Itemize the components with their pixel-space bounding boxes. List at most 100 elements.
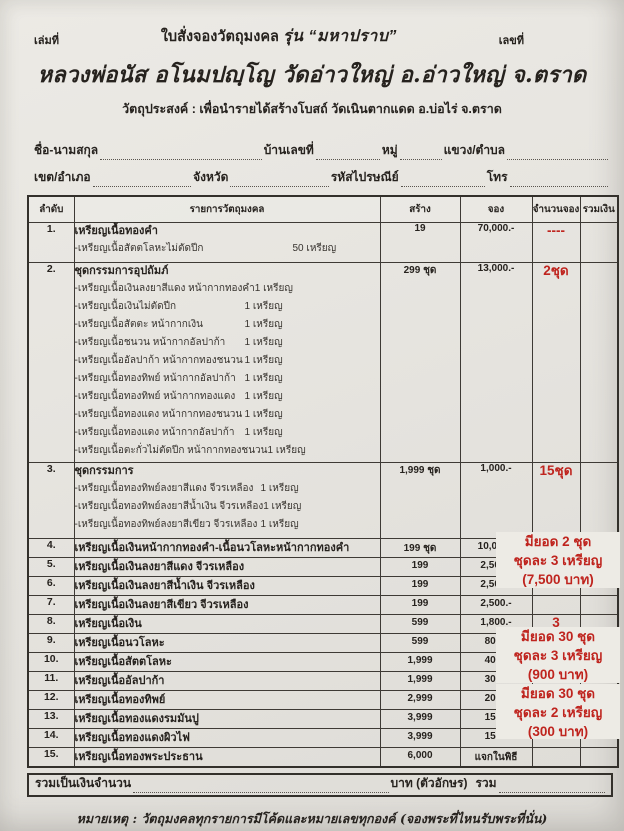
row-index: 3. xyxy=(27,462,75,539)
name-fill-line xyxy=(100,145,262,160)
table-row: 15. เหรียญเนื้อทองพระประธาน 6,000 แจกในพ… xyxy=(27,747,619,768)
sub-item-qty: 1 เหรียญ xyxy=(260,483,299,494)
col-header-item: รายการวัตถุมงคล xyxy=(73,195,381,223)
item-cell: เหรียญเนื้อทองทิพย์ xyxy=(73,690,381,710)
booked-quantity: 2ชุด xyxy=(531,262,581,463)
item-name: เหรียญเนื้อทองทิพย์ xyxy=(74,694,166,706)
table-row: 8. เหรียญเนื้อเงิน 599 1,800.- 3 xyxy=(27,614,619,634)
annotation-line: มียอด 2 ชุด xyxy=(524,534,592,549)
made-count: 3,999 xyxy=(379,728,461,748)
made-count: 6,000 xyxy=(379,747,461,768)
total-amount-fill-line xyxy=(133,778,389,793)
sub-item: -เหรียญเนื้อทองทิพย์ลงยาสีน้ำเงิน จีวรเห… xyxy=(75,498,380,516)
item-name: เหรียญเนื้อทองแดงรมมันปู xyxy=(74,713,199,725)
moo-fill-line xyxy=(399,145,442,160)
item-cell: เหรียญเนื้อเงิน xyxy=(73,614,381,634)
item-cell: เหรียญเนื้อเงินลงยาสีน้ำเงิน จีวรเหลือง xyxy=(73,576,381,596)
booking-price: 1,000.- xyxy=(459,462,533,539)
sub-item-name: -เหรียญเนื้อทองแดง หน้ากากทองชนวน xyxy=(74,409,243,420)
phone-fill-line xyxy=(509,172,608,187)
item-name: เหรียญเนื้อเงินหน้ากากทองคำ-เนื้อนวโลหะห… xyxy=(74,542,350,554)
booking-price: แจกในพิธี xyxy=(459,747,533,768)
item-name: ชุดกรรมการอุปถัมภ์ xyxy=(74,265,169,277)
item-cell: เหรียญเนื้อทองคำ -เหรียญเนื้อสัตตโลหะไม่… xyxy=(73,222,381,263)
header-row: เล่มที่ ใบสั่งจองวัตถุมงคล รุ่น “มหาปราบ… xyxy=(0,0,624,49)
row-index: 13. xyxy=(27,709,75,729)
table-row: 14. เหรียญเนื้อทองแดงผิวไฟ 3,999 150.- xyxy=(27,728,619,748)
sub-item-name: -เหรียญเนื้อทองทิพย์ลงยาสีเขียว จีวรเหลื… xyxy=(74,519,258,530)
row-index: 9. xyxy=(27,633,75,653)
field-line-2: เขต/อำเภอ จังหวัด รหัสไปรษณีย์ โทร xyxy=(34,160,610,187)
row-index: 1. xyxy=(27,222,75,263)
red-annotation-rows-5-7: มียอด 2 ชุด ชุดละ 3 เหรียญ (7,500 บาท) xyxy=(496,532,620,588)
made-count: 2,999 xyxy=(379,690,461,710)
sub-item: -เหรียญเนื้อสัตตะ หน้ากากเงิน 1 เหรียญ xyxy=(75,316,380,334)
item-name: เหรียญเนื้อเงินลงยาสีน้ำเงิน จีวรเหลือง xyxy=(74,580,255,592)
postcode-label: รหัสไปรษณีย์ xyxy=(330,170,399,184)
booking-price: 70,000.- xyxy=(459,222,533,263)
sub-item-name: -เหรียญเนื้ออัลปาก้า หน้ากากทองชนวน xyxy=(74,355,243,366)
annotation-line: (7,500 บาท) xyxy=(522,572,594,587)
sub-item-name: -เหรียญเนื้อทองทิพย์ หน้ากากอัลปาก้า xyxy=(74,373,236,384)
sub-item: -เหรียญเนื้อทองทิพย์ลงยาสีเขียว จีวรเหลื… xyxy=(75,516,380,534)
annotation-line: ชุดละ 3 เหรียญ xyxy=(513,648,603,663)
sum-fill-line xyxy=(498,778,605,793)
made-count: 199 ชุด xyxy=(379,538,461,558)
doc-no-label: เลขที่ xyxy=(498,35,524,47)
item-name: เหรียญเนื้อทองพระประธาน xyxy=(74,751,203,763)
sub-item-qty: 1 เหรียญ xyxy=(244,337,283,348)
item-cell: ชุดกรรมการอุปถัมภ์ -เหรียญเนื้อเงินลงยาส… xyxy=(73,262,381,463)
note-line: หมายเหตุ : วัตถุมงคลทุกรายการมีโค้ดและหม… xyxy=(76,811,548,826)
edition-title: รุ่น “มหาปราบ” xyxy=(282,28,397,45)
item-cell: เหรียญเนื้อสัตตโลหะ xyxy=(73,652,381,672)
total-amount-cell xyxy=(579,595,619,615)
sub-item-name: -เหรียญเนื้อทองทิพย์ หน้ากากทองแดง xyxy=(74,391,236,402)
row-index: 15. xyxy=(27,747,75,768)
amulet-order-table: ลำดับ รายการวัตถุมงคล สร้าง จอง จำนวนจอง… xyxy=(27,195,619,768)
annotation-line: มียอด 30 ชุด xyxy=(520,629,596,644)
table-row: 6. เหรียญเนื้อเงินลงยาสีน้ำเงิน จีวรเหลื… xyxy=(27,576,619,596)
sub-item-list: -เหรียญเนื้อสัตตโลหะไม่ตัดปีก 50 เหรียญ xyxy=(75,240,380,258)
made-count: 599 xyxy=(379,633,461,653)
annotation-line: ชุดละ 3 เหรียญ xyxy=(513,553,603,568)
sub-item: -เหรียญเนื้อทองทิพย์ หน้ากากทองแดง 1 เหร… xyxy=(75,388,380,406)
made-count: 19 xyxy=(379,222,461,263)
name-label: ชื่อ-นามสกุล xyxy=(34,143,99,157)
item-name: เหรียญเนื้อทองคำ xyxy=(74,225,158,237)
item-name: เหรียญเนื้อเงินลงยาสีแดง จีวรเหลือง xyxy=(74,561,245,573)
postcode-fill-line xyxy=(400,172,485,187)
red-annotation-rows-13-15: มียอด 30 ชุด ชุดละ 2 เหรียญ (300 บาท) xyxy=(496,684,620,739)
purpose-line: วัตถุประสงค์ : เพื่อนำรายได้สร้างโบสถ์ ว… xyxy=(122,102,502,116)
phone-label: โทร xyxy=(486,170,508,184)
form-title-text: ใบสั่งจองวัตถุมงคล xyxy=(160,29,279,45)
item-cell: เหรียญเนื้อเงินหน้ากากทองคำ-เนื้อนวโลหะห… xyxy=(73,538,381,558)
item-cell: เหรียญเนื้อเงินลงยาสีแดง จีวรเหลือง xyxy=(73,557,381,577)
total-amount-cell xyxy=(579,262,619,463)
sub-item-name: -เหรียญเนื้อตะกั่วไม่ตัดปีก หน้ากากทองชน… xyxy=(74,445,268,456)
sub-item: -เหรียญเนื้อตะกั่วไม่ตัดปีก หน้ากากทองชน… xyxy=(75,442,380,460)
subdistrict-fill-line xyxy=(507,145,608,160)
row-index: 6. xyxy=(27,576,75,596)
moo-label: หมู่ xyxy=(381,143,398,157)
house-no-fill-line xyxy=(315,145,380,160)
annotation-line: มียอด 30 ชุด xyxy=(520,686,596,701)
booked-quantity: ---- xyxy=(531,222,581,263)
col-header-total: รวมเงิน xyxy=(579,195,619,223)
sub-item: -เหรียญเนื้อชนวน หน้ากากอัลปาก้า 1 เหรีย… xyxy=(75,334,380,352)
red-annotation-rows-10-12: มียอด 30 ชุด ชุดละ 3 เหรียญ (900 บาท) xyxy=(496,627,620,683)
item-name: เหรียญเนื้อเงิน xyxy=(74,618,142,630)
item-cell: เหรียญเนื้อทองพระประธาน xyxy=(73,747,381,768)
sub-item: -เหรียญเนื้ออัลปาก้า หน้ากากทองชนวน 1 เห… xyxy=(75,352,380,370)
field-line-1: ชื่อ-นามสกุล บ้านเลขที่ หมู่ แขวง/ตำบล xyxy=(34,133,610,160)
item-cell: เหรียญเนื้อเงินลงยาสีเขียว จีวรเหลือง xyxy=(73,595,381,615)
booked-quantity xyxy=(531,595,581,615)
book-no-label: เล่มที่ xyxy=(34,35,60,47)
sub-item-list: -เหรียญเนื้อเงินลงยาสีแดง หน้ากากทองคำ 1… xyxy=(75,280,380,460)
province-label: จังหวัด xyxy=(193,170,229,184)
col-header-index: ลำดับ xyxy=(27,195,75,223)
made-count: 1,999 xyxy=(379,652,461,672)
total-amount-cell xyxy=(579,747,619,768)
district-fill-line xyxy=(92,172,192,187)
row-index: 4. xyxy=(27,538,75,558)
